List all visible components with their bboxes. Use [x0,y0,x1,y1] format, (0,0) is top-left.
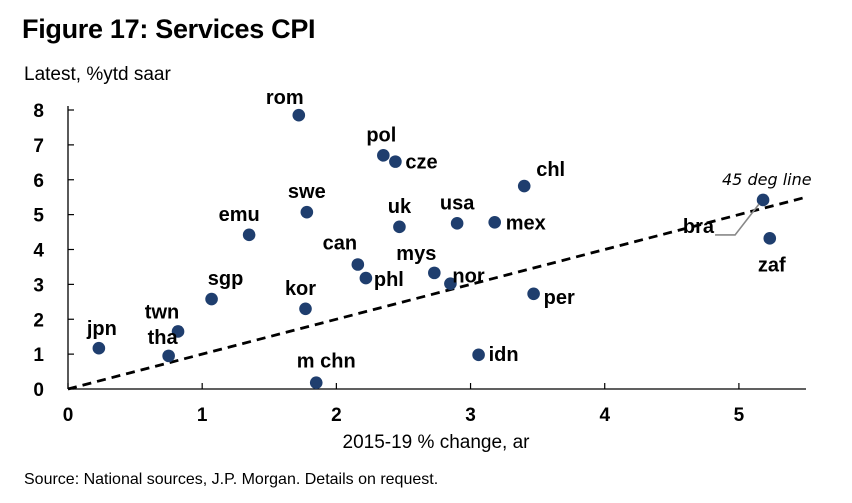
y-tick-label: 6 [33,171,44,192]
point-usa [450,217,464,230]
point-label-bra: bra [683,216,715,238]
axes: 0 1 2 3 4 5 6 7 8 0 1 2 3 4 5 [33,101,806,426]
point-label-chl: chl [536,159,565,181]
point-label-pol: pol [366,124,396,146]
point-mys [428,266,441,280]
y-tick-label: 1 [33,345,44,366]
point-label-phl: phl [374,269,404,291]
point-label-nor: nor [452,266,484,288]
y-tick-label: 3 [33,275,44,296]
point-mex [488,215,501,229]
point-emu [242,228,256,242]
point-jpn [92,341,106,355]
point-kor [299,302,312,316]
point-label-can: can [323,232,357,254]
point-label-uk: uk [388,196,412,218]
point-label-kor: kor [285,278,316,300]
point-label-per: per [544,287,575,309]
point-label-m-chn: m chn [297,351,356,373]
point-phl [359,271,373,285]
point-m-chn [309,376,323,390]
y-tick-label: 2 [33,310,44,331]
point-uk [393,220,406,234]
x-tick-label: 1 [197,405,208,426]
reference-line-45deg [67,195,807,391]
point-label-mex: mex [506,212,546,234]
point-bra [756,193,770,207]
point-label-usa: usa [440,192,475,214]
point-nor [444,277,457,290]
point-label-rom: rom [266,87,304,109]
point-label-cze: cze [405,152,437,174]
point-per [527,287,540,301]
point-twn [171,325,185,338]
point-label-tha: tha [148,327,179,349]
point-label-zaf: zaf [758,254,786,276]
bra-leader-line [715,203,760,236]
x-axis-label: 2015-19 % change, ar [342,432,530,453]
point-label-emu: emu [219,204,260,226]
source-note: Source: National sources, J.P. Morgan. D… [24,471,439,488]
point-zaf [763,232,777,245]
point-swe [300,205,314,219]
x-tick-label: 3 [465,405,476,426]
point-idn [472,348,485,362]
point-label-twn: twn [145,301,179,323]
point-label-swe: swe [288,181,326,203]
point-label-sgp: sgp [208,268,244,290]
reference-line-group: 45 deg line [67,170,812,391]
point-label-mys: mys [396,243,436,265]
points-group [92,108,777,390]
x-tick-label: 4 [599,405,610,426]
point-pol [377,149,390,162]
y-tick-label: 7 [33,136,44,157]
x-tick-label: 2 [331,405,342,426]
y-tick-label: 4 [33,241,44,262]
x-tick-label: 5 [734,405,745,426]
point-label-jpn: jpn [86,318,117,340]
point-label-idn: idn [489,344,519,366]
y-tick-label: 0 [33,380,44,401]
point-sgp [205,292,218,306]
point-cze [389,155,402,168]
point-can [351,258,365,271]
point-tha [162,349,175,363]
reference-line-label: 45 deg line [722,170,812,189]
point-rom [292,108,306,122]
y-tick-label: 5 [33,206,44,227]
chart-title: Figure 17: Services CPI [22,14,316,44]
point-chl [517,179,531,193]
y-tick-label: 8 [33,101,44,122]
y-axis-label: Latest, %ytd saar [24,64,171,85]
x-tick-label: 0 [63,405,74,426]
